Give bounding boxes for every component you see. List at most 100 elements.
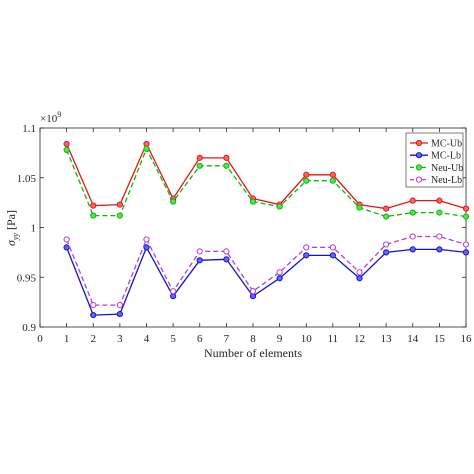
y-axis-multiplier-exponent: 9 [57, 110, 61, 119]
data-point-neu-ub [63, 146, 70, 153]
data-point-neu-ub [356, 204, 363, 211]
data-point-mc-lb [276, 275, 283, 282]
y-axis-label: σyy [Pa] [4, 210, 20, 246]
data-point-neu-ub [462, 213, 470, 220]
data-point-neu-ub [196, 162, 203, 169]
x-tick-label: 14 [407, 333, 419, 345]
data-point-mc-lb [409, 246, 416, 253]
data-point-mc-lb [329, 252, 336, 259]
data-point-neu-lb [249, 288, 257, 295]
x-tick-label: 16 [461, 333, 473, 345]
x-tick-label: 0 [37, 333, 43, 345]
x-tick-label: 9 [277, 333, 283, 345]
x-tick-label: 3 [117, 333, 123, 345]
legend-marker-neu-lb [415, 176, 423, 183]
x-axis-ticks: 0 1 2 3 4 5 6 7 8 9 10 11 12 13 14 15 16 [37, 128, 472, 345]
x-tick-label: 12 [354, 333, 365, 345]
series-neu-ub [63, 145, 470, 220]
data-point-neu-lb [63, 236, 70, 243]
x-tick-label: 5 [170, 333, 176, 345]
data-point-mc-ub [303, 171, 310, 178]
data-point-neu-lb [383, 241, 390, 248]
legend-label-neu-ub: Neu-Ub [431, 163, 463, 174]
data-point-mc-lb [383, 249, 390, 256]
data-point-neu-lb [329, 244, 336, 251]
legend-label-mc-ub: MC-Ub [431, 139, 462, 150]
data-point-mc-ub [329, 171, 336, 178]
data-point-neu-lb [170, 288, 177, 295]
y-tick-label: 1 [31, 223, 37, 235]
data-point-neu-lb [90, 302, 97, 309]
y-tick-label: 1.1 [22, 123, 36, 135]
data-point-mc-ub [196, 154, 203, 161]
data-point-neu-ub [90, 212, 97, 219]
legend-box [405, 132, 464, 188]
x-tick-label: 8 [250, 333, 256, 345]
x-tick-label: 11 [328, 333, 339, 345]
data-point-neu-ub [249, 198, 257, 205]
series-line-mc-ub [66, 142, 467, 210]
data-point-neu-ub [383, 213, 390, 220]
series-neu-lb [63, 233, 470, 309]
data-point-neu-lb [356, 269, 363, 276]
data-point-mc-lb [196, 257, 203, 264]
data-point-neu-ub [329, 177, 336, 184]
legend-label-neu-lb: Neu-Lb [431, 175, 462, 186]
x-axis-label: Number of elements [204, 346, 302, 360]
legend-marker-neu-ub [415, 164, 423, 171]
series-line-neu-lb [65, 235, 467, 306]
data-point-mc-lb [462, 249, 470, 256]
data-point-neu-lb [409, 233, 416, 240]
x-tick-label: 6 [197, 333, 203, 345]
y-axis-label-symbol: σ [4, 239, 18, 246]
data-point-mc-ub [223, 154, 230, 161]
data-point-neu-lb [196, 248, 203, 255]
y-tick-label: 0.95 [17, 272, 37, 284]
y-axis-ticks: 0.9 0.95 1 1.05 1.1 [17, 123, 466, 334]
y-tick-label: 0.9 [22, 322, 36, 334]
legend-label-mc-lb: MC-Lb [431, 151, 461, 162]
data-point-neu-lb [276, 269, 283, 276]
data-point-neu-ub [116, 212, 123, 219]
legend-marker-mc-lb [415, 152, 423, 159]
data-point-mc-lb [170, 293, 177, 300]
y-axis-multiplier: ×109 [40, 110, 61, 125]
data-point-mc-lb [303, 252, 310, 259]
data-point-mc-lb [249, 293, 257, 300]
data-point-mc-lb [356, 275, 363, 282]
data-point-neu-ub [409, 209, 416, 216]
data-point-mc-ub [436, 197, 443, 204]
data-point-mc-ub [462, 205, 470, 212]
data-point-mc-lb [223, 256, 230, 263]
data-point-mc-ub [409, 197, 416, 204]
data-point-mc-lb [63, 244, 70, 251]
x-tick-label: 4 [144, 333, 150, 345]
y-tick-label: 1.05 [17, 173, 37, 185]
data-point-neu-ub [303, 177, 310, 184]
x-tick-label: 15 [434, 333, 446, 345]
y-axis-label-subscript: yy [11, 233, 20, 242]
data-point-mc-lb [436, 246, 443, 253]
data-point-mc-ub [116, 201, 123, 208]
data-point-neu-lb [116, 302, 123, 309]
x-tick-label: 10 [301, 333, 313, 345]
series-line-mc-lb [65, 245, 467, 316]
x-tick-label: 7 [224, 333, 230, 345]
y-axis-label-unit: [Pa] [4, 210, 18, 233]
data-point-neu-ub [143, 145, 150, 152]
data-point-mc-ub [90, 202, 97, 209]
data-point-neu-ub [276, 203, 283, 210]
data-point-mc-ub [143, 140, 150, 148]
data-point-mc-ub [383, 205, 390, 212]
series-line-neu-ub [65, 147, 467, 218]
data-point-neu-lb [462, 241, 470, 248]
data-point-neu-lb [303, 244, 310, 251]
series-mc-lb [63, 244, 470, 319]
data-point-neu-lb [223, 248, 230, 255]
data-point-neu-ub [436, 209, 443, 216]
data-point-neu-lb [436, 233, 443, 240]
x-tick-label: 1 [64, 333, 70, 345]
legend-marker-mc-ub [415, 139, 423, 147]
data-point-neu-ub [223, 162, 230, 169]
